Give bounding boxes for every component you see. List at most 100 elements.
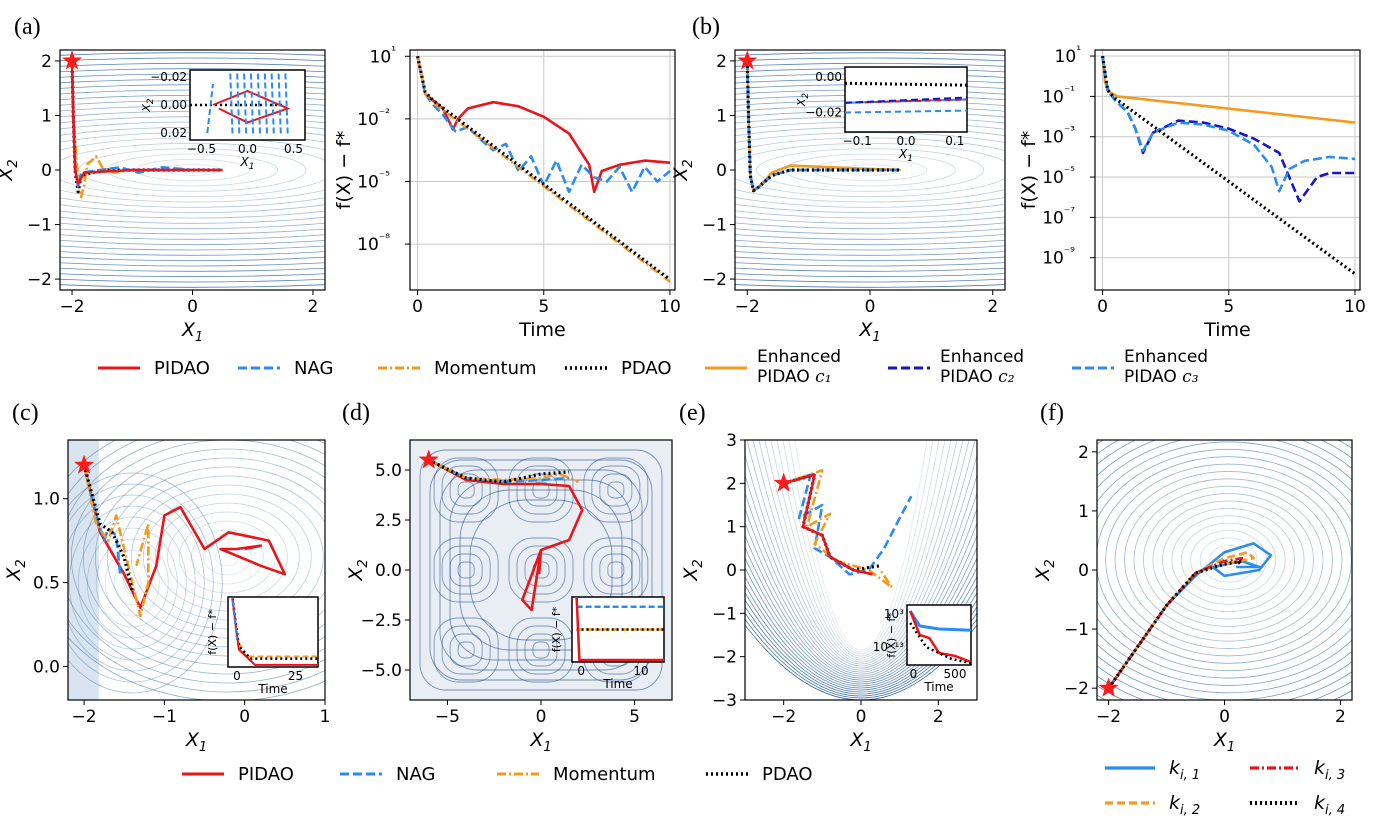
tick-exponent: ⁻⁸	[379, 231, 390, 245]
axis-subscript: 1	[543, 740, 551, 755]
series-line-k-i,4	[1107, 559, 1244, 690]
y-tick-label: 10⁻⁷	[1042, 204, 1075, 228]
legend-f-3: ki, 4	[1250, 792, 1345, 818]
series-group	[1107, 542, 1273, 690]
contour	[433, 617, 499, 683]
contour-lines	[735, 50, 1005, 290]
y-tick-label: −2	[27, 270, 52, 290]
axes-frame	[1096, 439, 1353, 701]
y-tick-label: 10⁻¹	[1042, 83, 1075, 107]
contour	[449, 479, 633, 661]
contour	[758, 440, 964, 663]
y-axis-label: f(X) − f*	[333, 131, 355, 210]
axes-frame	[409, 439, 673, 701]
inset-frame	[906, 604, 972, 666]
axes-frame	[1094, 49, 1361, 291]
legend-bottom-0: PIDAO	[182, 764, 294, 785]
series-group	[745, 60, 901, 193]
contour	[735, 137, 1005, 203]
tick-exponent: ⁻⁵	[1064, 164, 1075, 178]
series-group	[82, 464, 287, 618]
inset-x-tick-label: 0	[910, 667, 918, 681]
contour	[1097, 440, 1352, 700]
x-tick-label: 5	[629, 707, 640, 727]
contour	[68, 472, 223, 694]
contour	[788, 440, 934, 653]
start-star-marker	[773, 472, 794, 493]
inset-nag	[908, 610, 972, 632]
y-axis-label: X2	[680, 559, 706, 581]
x-axis-label: Time	[518, 319, 566, 341]
contour	[68, 440, 325, 684]
contour	[1114, 471, 1343, 649]
contour	[745, 473, 977, 671]
y-tick-label: 10¹	[1055, 43, 1082, 67]
contour	[429, 459, 653, 681]
contour	[60, 68, 325, 272]
tick-exponent: ⁻⁵	[379, 168, 390, 182]
x-tick-label: 0	[536, 707, 547, 727]
inset-x-tick-label: 25	[288, 669, 303, 683]
contour	[190, 529, 264, 585]
tick-exponent: ¹	[1076, 43, 1081, 57]
axis-subscript: 2	[6, 159, 21, 167]
axis-subscript: 1	[1227, 740, 1235, 755]
tick-exponent: ⁻³	[1064, 124, 1075, 138]
contour	[68, 494, 205, 672]
contour	[433, 537, 499, 603]
contour	[1133, 485, 1324, 635]
inset-pdao	[909, 622, 972, 665]
legend-label: PIDAO	[238, 764, 294, 785]
x-tick-label: 0	[239, 707, 250, 727]
contour	[607, 561, 625, 579]
legend-label: ki, 1	[1169, 757, 1200, 783]
tick-exponent: ¹	[391, 43, 396, 57]
inset-pidao	[909, 610, 972, 664]
x-tick-label: −1	[152, 707, 177, 727]
x-tick-label: −2	[1096, 707, 1121, 727]
legend-label-line1: Enhanced	[1124, 347, 1208, 367]
contour	[70, 440, 325, 675]
x-tick-label: 5	[538, 297, 549, 317]
contour	[745, 591, 977, 691]
contour	[745, 599, 977, 693]
inset-nag	[284, 73, 289, 137]
legend-label-line2: PIDAO c₁	[757, 367, 832, 387]
panel-label-f: (f)	[1040, 400, 1064, 426]
y-tick-label: 0	[716, 161, 727, 181]
axis-subscript: 2	[691, 559, 706, 567]
contour	[745, 566, 977, 685]
x-axis-label: X1	[529, 729, 551, 755]
inset-nag	[270, 73, 275, 137]
y-tick-label: 0	[726, 561, 737, 581]
x-tick-label: −5	[435, 707, 460, 727]
contour	[964, 353, 1377, 766]
contour	[441, 545, 491, 595]
y-tick-label: −2	[712, 648, 737, 668]
contour	[77, 516, 187, 650]
x-tick-label: −2	[72, 707, 97, 727]
series-line-Enhanced-PIDAO-c3	[1101, 55, 1356, 193]
contour	[745, 618, 977, 699]
axis-subscript: 2	[1043, 559, 1058, 567]
y-tick-label: 3	[726, 431, 737, 451]
axis-subscript: 2	[801, 93, 811, 99]
x-tick-label: 5	[1223, 297, 1234, 317]
start-star-marker	[61, 50, 83, 70]
y-tick-label: 0	[41, 161, 52, 181]
axis-subscript: 2	[356, 559, 371, 567]
x-tick-label: 10	[659, 297, 681, 317]
contour	[508, 537, 574, 603]
series-line-Momentum	[428, 458, 579, 484]
inset-x-tick-label: 500	[944, 667, 967, 681]
tick-exponent: ⁻¹	[1064, 83, 1075, 97]
series-line-PDAO	[428, 458, 570, 484]
legend-label: ki, 4	[1314, 792, 1345, 818]
contour	[794, 440, 928, 651]
inset-nag	[263, 73, 269, 137]
contour	[745, 575, 977, 687]
y-tick-label: 0.0	[33, 657, 60, 677]
series-line-PIDAO	[82, 464, 287, 610]
